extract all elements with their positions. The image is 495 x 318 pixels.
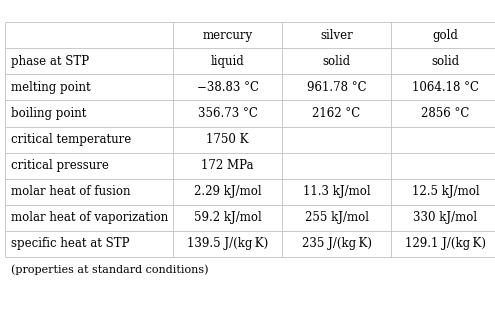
Text: solid: solid xyxy=(432,55,459,68)
Text: boiling point: boiling point xyxy=(11,107,86,120)
Text: specific heat at STP: specific heat at STP xyxy=(11,238,129,250)
Text: gold: gold xyxy=(433,29,458,42)
Text: 11.3 kJ/mol: 11.3 kJ/mol xyxy=(303,185,370,198)
Text: mercury: mercury xyxy=(202,29,253,42)
Text: 139.5 J/(kg K): 139.5 J/(kg K) xyxy=(187,238,268,250)
Text: 961.78 °C: 961.78 °C xyxy=(307,81,366,94)
Text: 129.1 J/(kg K): 129.1 J/(kg K) xyxy=(405,238,486,250)
Text: 2162 °C: 2162 °C xyxy=(312,107,361,120)
Text: 330 kJ/mol: 330 kJ/mol xyxy=(413,211,478,224)
Text: (properties at standard conditions): (properties at standard conditions) xyxy=(11,265,208,275)
Text: 356.73 °C: 356.73 °C xyxy=(198,107,257,120)
Text: 172 MPa: 172 MPa xyxy=(201,159,254,172)
Text: phase at STP: phase at STP xyxy=(11,55,89,68)
Text: molar heat of fusion: molar heat of fusion xyxy=(11,185,130,198)
Text: critical pressure: critical pressure xyxy=(11,159,109,172)
Text: 1750 K: 1750 K xyxy=(206,133,249,146)
Text: 59.2 kJ/mol: 59.2 kJ/mol xyxy=(194,211,261,224)
Text: critical temperature: critical temperature xyxy=(11,133,131,146)
Text: 255 kJ/mol: 255 kJ/mol xyxy=(304,211,369,224)
Text: 235 J/(kg K): 235 J/(kg K) xyxy=(301,238,372,250)
Text: liquid: liquid xyxy=(211,55,245,68)
Text: 1064.18 °C: 1064.18 °C xyxy=(412,81,479,94)
Text: 12.5 kJ/mol: 12.5 kJ/mol xyxy=(412,185,479,198)
Text: molar heat of vaporization: molar heat of vaporization xyxy=(11,211,168,224)
Text: solid: solid xyxy=(323,55,350,68)
Text: melting point: melting point xyxy=(11,81,91,94)
Text: silver: silver xyxy=(320,29,353,42)
Text: −38.83 °C: −38.83 °C xyxy=(197,81,259,94)
Text: 2856 °C: 2856 °C xyxy=(421,107,470,120)
Text: 2.29 kJ/mol: 2.29 kJ/mol xyxy=(194,185,261,198)
